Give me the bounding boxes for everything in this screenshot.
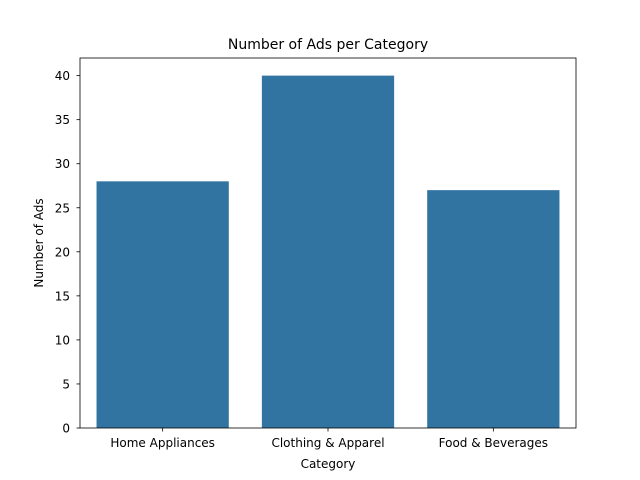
chart-title: Number of Ads per Category	[228, 37, 428, 53]
x-axis: Home Appliances Clothing & Apparel Food & …	[110, 428, 548, 450]
y-tick-label: 0	[62, 422, 70, 436]
y-tick-label: 5	[62, 377, 70, 391]
y-tick-label: 10	[55, 333, 70, 347]
x-axis-label: Category	[301, 457, 356, 471]
y-tick-label: 40	[55, 69, 70, 83]
plot-frame	[79, 57, 577, 429]
y-tick-label: 35	[55, 113, 70, 127]
bar-2	[427, 190, 560, 428]
y-tick-label: 25	[55, 201, 70, 215]
bar-0	[96, 181, 229, 428]
bar-1	[261, 75, 395, 428]
y-tick-label: 30	[55, 157, 70, 171]
y-axis-label: Number of Ads	[32, 198, 46, 287]
bars-group	[96, 75, 560, 428]
y-tick-label: 15	[55, 289, 70, 303]
x-tick-label: Food & Beverages	[439, 436, 548, 450]
y-tick-label: 20	[55, 245, 70, 259]
x-tick-label: Home Appliances	[110, 436, 215, 450]
y-axis: 0 5 10 15 20 25 30 35 40	[55, 69, 80, 436]
x-tick-label: Clothing & Apparel	[271, 436, 384, 450]
